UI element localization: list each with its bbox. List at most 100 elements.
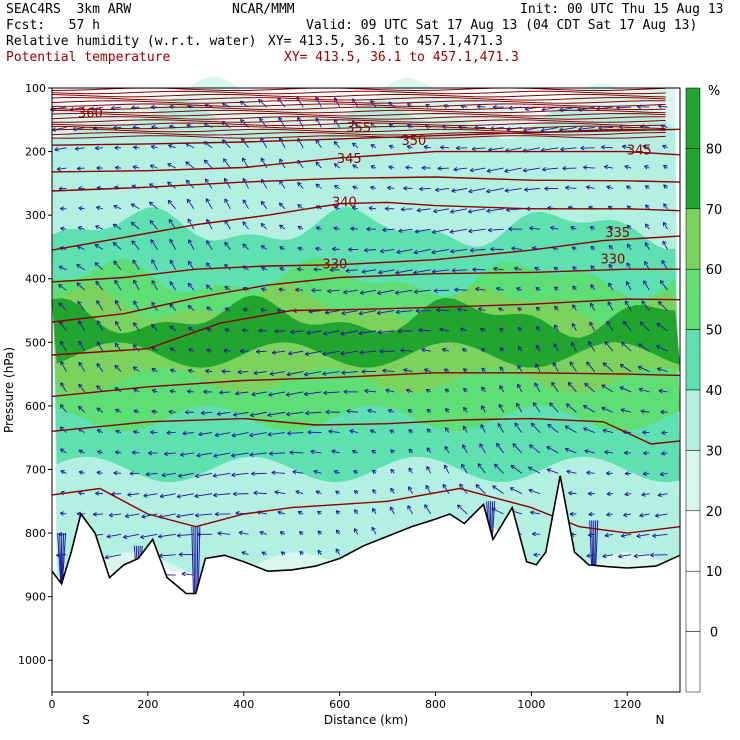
wind-vector (259, 117, 268, 128)
wind-vector (56, 166, 67, 172)
wind-vector (517, 383, 523, 393)
wind-vector (601, 384, 614, 393)
wind-vector (151, 409, 158, 414)
wind-vector (249, 452, 267, 457)
theta-contour-upper (51, 90, 666, 95)
wind-vector (440, 145, 449, 150)
wind-vector (133, 322, 140, 332)
wind-vector (408, 467, 413, 474)
wind-vector (626, 224, 632, 230)
wind-vector (240, 348, 249, 354)
wind-vector (569, 511, 577, 517)
wind-vector (317, 549, 322, 555)
wind-vector (584, 382, 595, 393)
wind-vector (433, 208, 450, 214)
wind-vector (516, 402, 523, 413)
wind-vector (267, 411, 286, 418)
wind-vector (306, 330, 322, 336)
wind-vector (457, 504, 468, 515)
wind-vector (159, 493, 176, 499)
wind-vector (313, 267, 322, 272)
wind-vector (657, 300, 668, 311)
wind-vector (662, 144, 668, 150)
x-end-label-north: N (656, 713, 665, 727)
wind-vector (463, 406, 468, 413)
wind-vector (241, 328, 249, 333)
wind-vector (206, 327, 213, 333)
wind-vector (292, 469, 304, 475)
wind-vector (180, 452, 194, 457)
wind-vector (232, 491, 249, 497)
wind-vector (167, 181, 176, 189)
wind-vector (334, 205, 340, 211)
wind-vector (403, 368, 413, 373)
wind-vector (602, 553, 613, 559)
wind-vector (200, 410, 213, 416)
wind-vector (224, 241, 231, 250)
wind-vector (151, 259, 158, 271)
wind-vector (379, 248, 395, 254)
y-tick-label: 900 (25, 591, 46, 604)
wind-vector (94, 262, 104, 271)
wind-vector (553, 324, 559, 332)
wind-vector (256, 349, 267, 354)
theta-contour (51, 298, 681, 356)
wind-vector (389, 429, 395, 434)
wind-vector (608, 245, 614, 250)
wind-vector (590, 302, 596, 311)
wind-vector (364, 388, 377, 394)
wind-vector (250, 471, 267, 477)
wind-vector (94, 145, 103, 151)
wind-vector (187, 327, 195, 332)
wind-vector (570, 225, 577, 231)
wind-vector (315, 161, 322, 169)
wind-vector (249, 432, 267, 438)
wind-vector (584, 449, 595, 454)
colorbar-tick-label: 0 (710, 626, 718, 641)
wind-vector (78, 470, 85, 475)
wind-vector (315, 183, 322, 189)
wind-vector (235, 390, 249, 396)
wind-vector (323, 330, 340, 336)
wind-vector (150, 239, 158, 250)
wind-vector (169, 238, 177, 250)
wind-vector (222, 158, 231, 169)
wind-vector (345, 268, 358, 273)
wind-vector (258, 328, 267, 333)
wind-vector (133, 279, 140, 291)
wind-vector (423, 144, 431, 150)
wind-vector (203, 159, 213, 169)
wind-vector (606, 185, 614, 190)
wind-vector (413, 249, 431, 255)
wind-vector (351, 449, 359, 454)
wind-vector (230, 452, 249, 458)
wind-vector (644, 165, 650, 170)
wind-vector (370, 144, 377, 149)
wind-vector (188, 368, 195, 374)
wind-vector (343, 389, 358, 395)
wind-vector (626, 185, 632, 190)
wind-vector (493, 266, 504, 272)
wind-vector (535, 325, 541, 332)
wind-vector (131, 450, 140, 455)
wind-vector (331, 449, 340, 454)
wind-vector (444, 388, 450, 393)
wind-vector (335, 548, 341, 555)
wind-vector (528, 444, 541, 454)
wind-vector (249, 411, 267, 418)
wind-vector (608, 282, 614, 291)
wind-vector (304, 350, 322, 357)
wind-vector (493, 463, 504, 474)
wind-vector (533, 552, 541, 558)
wind-vector (534, 266, 541, 272)
wind-vector (621, 341, 632, 352)
wind-vector (280, 551, 286, 556)
wind-vector (442, 483, 450, 494)
wind-vector (167, 163, 176, 169)
wind-vector (169, 281, 177, 291)
wind-vector (583, 165, 595, 170)
wind-vector (242, 243, 249, 250)
wind-vector (607, 301, 614, 311)
wind-vector (371, 526, 377, 535)
colorbar-cell (685, 329, 701, 391)
